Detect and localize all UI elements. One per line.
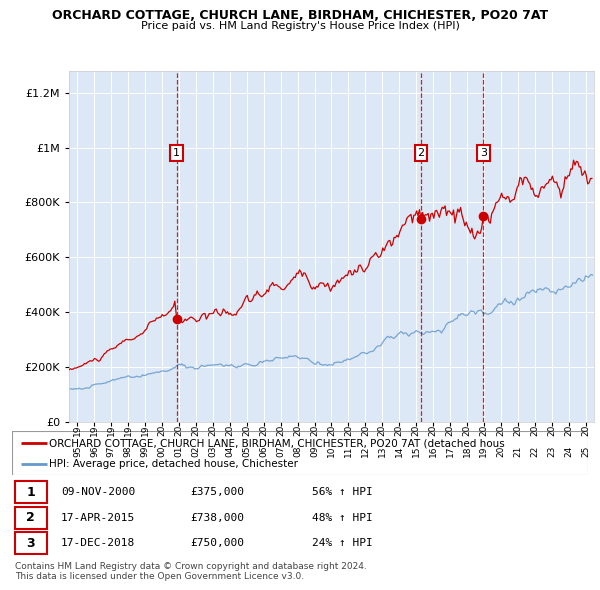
Text: 01: 01 xyxy=(175,445,184,457)
Text: 19: 19 xyxy=(479,445,488,457)
Text: HPI: Average price, detached house, Chichester: HPI: Average price, detached house, Chic… xyxy=(49,459,298,469)
Bar xyxy=(15,507,47,529)
Text: 1: 1 xyxy=(26,486,35,499)
Text: 20: 20 xyxy=(412,425,421,436)
Text: 20: 20 xyxy=(564,425,573,436)
Text: 20: 20 xyxy=(158,425,167,436)
Text: 20: 20 xyxy=(242,425,251,436)
Text: 2: 2 xyxy=(26,511,35,525)
Text: 20: 20 xyxy=(310,425,319,436)
Text: 22: 22 xyxy=(530,445,539,457)
Text: 05: 05 xyxy=(242,445,251,457)
Text: 20: 20 xyxy=(581,425,590,436)
Text: 17: 17 xyxy=(446,445,455,457)
Text: 02: 02 xyxy=(191,445,200,457)
Text: 20: 20 xyxy=(293,425,302,436)
Text: 99: 99 xyxy=(141,445,150,457)
Text: 20: 20 xyxy=(530,425,539,436)
Text: 20: 20 xyxy=(276,425,285,436)
Text: 00: 00 xyxy=(158,445,167,457)
Text: 19: 19 xyxy=(90,425,99,436)
Text: 21: 21 xyxy=(513,445,522,457)
Text: 11: 11 xyxy=(344,445,353,457)
Text: 10: 10 xyxy=(327,445,336,457)
Text: 20: 20 xyxy=(344,425,353,436)
Text: £375,000: £375,000 xyxy=(191,487,245,497)
Text: 18: 18 xyxy=(463,445,472,457)
Text: 12: 12 xyxy=(361,445,370,457)
Text: 20: 20 xyxy=(496,445,505,457)
Text: 20: 20 xyxy=(463,425,472,436)
Text: 1: 1 xyxy=(173,148,180,158)
Text: 20: 20 xyxy=(479,425,488,436)
Text: Contains HM Land Registry data © Crown copyright and database right 2024.
This d: Contains HM Land Registry data © Crown c… xyxy=(15,562,367,581)
Text: 09: 09 xyxy=(310,445,319,457)
Text: 20: 20 xyxy=(361,425,370,436)
Text: 20: 20 xyxy=(395,425,404,436)
Bar xyxy=(15,481,47,503)
Text: 20: 20 xyxy=(208,425,217,436)
Text: 23: 23 xyxy=(547,445,556,457)
Bar xyxy=(15,532,47,555)
Text: 95: 95 xyxy=(73,445,82,457)
Text: 3: 3 xyxy=(26,537,35,550)
Text: 20: 20 xyxy=(496,425,505,436)
Text: 20: 20 xyxy=(513,425,522,436)
Text: 96: 96 xyxy=(90,445,99,457)
Text: 20: 20 xyxy=(446,425,455,436)
Text: 03: 03 xyxy=(208,445,217,457)
Text: 19: 19 xyxy=(124,425,133,436)
Text: 20: 20 xyxy=(191,425,200,436)
Text: 09-NOV-2000: 09-NOV-2000 xyxy=(61,487,135,497)
Text: 08: 08 xyxy=(293,445,302,457)
Text: 2: 2 xyxy=(418,148,425,158)
Text: 16: 16 xyxy=(428,445,437,457)
Text: 20: 20 xyxy=(378,425,387,436)
Text: 24% ↑ HPI: 24% ↑ HPI xyxy=(311,538,372,548)
Text: 17-DEC-2018: 17-DEC-2018 xyxy=(61,538,135,548)
Text: Price paid vs. HM Land Registry's House Price Index (HPI): Price paid vs. HM Land Registry's House … xyxy=(140,21,460,31)
Text: 19: 19 xyxy=(107,425,116,436)
Text: ORCHARD COTTAGE, CHURCH LANE, BIRDHAM, CHICHESTER, PO20 7AT (detached hous: ORCHARD COTTAGE, CHURCH LANE, BIRDHAM, C… xyxy=(49,438,505,448)
Text: 14: 14 xyxy=(395,445,404,457)
Text: 98: 98 xyxy=(124,445,133,457)
Text: £738,000: £738,000 xyxy=(191,513,245,523)
Text: 17-APR-2015: 17-APR-2015 xyxy=(61,513,135,523)
Text: 19: 19 xyxy=(73,425,82,436)
Text: 15: 15 xyxy=(412,445,421,457)
Text: 97: 97 xyxy=(107,445,116,457)
Text: 06: 06 xyxy=(259,445,268,457)
Text: ORCHARD COTTAGE, CHURCH LANE, BIRDHAM, CHICHESTER, PO20 7AT: ORCHARD COTTAGE, CHURCH LANE, BIRDHAM, C… xyxy=(52,9,548,22)
Text: 48% ↑ HPI: 48% ↑ HPI xyxy=(311,513,372,523)
Text: 20: 20 xyxy=(259,425,268,436)
Text: £750,000: £750,000 xyxy=(191,538,245,548)
Text: 24: 24 xyxy=(564,445,573,457)
Text: 19: 19 xyxy=(141,425,150,436)
Text: 07: 07 xyxy=(276,445,285,457)
Text: 20: 20 xyxy=(175,425,184,436)
Text: 20: 20 xyxy=(327,425,336,436)
Text: 04: 04 xyxy=(226,445,235,457)
Text: 25: 25 xyxy=(581,445,590,457)
Text: 20: 20 xyxy=(226,425,235,436)
Text: 3: 3 xyxy=(480,148,487,158)
Text: 56% ↑ HPI: 56% ↑ HPI xyxy=(311,487,372,497)
Text: 20: 20 xyxy=(547,425,556,436)
Text: 20: 20 xyxy=(428,425,437,436)
Text: 13: 13 xyxy=(378,445,387,457)
